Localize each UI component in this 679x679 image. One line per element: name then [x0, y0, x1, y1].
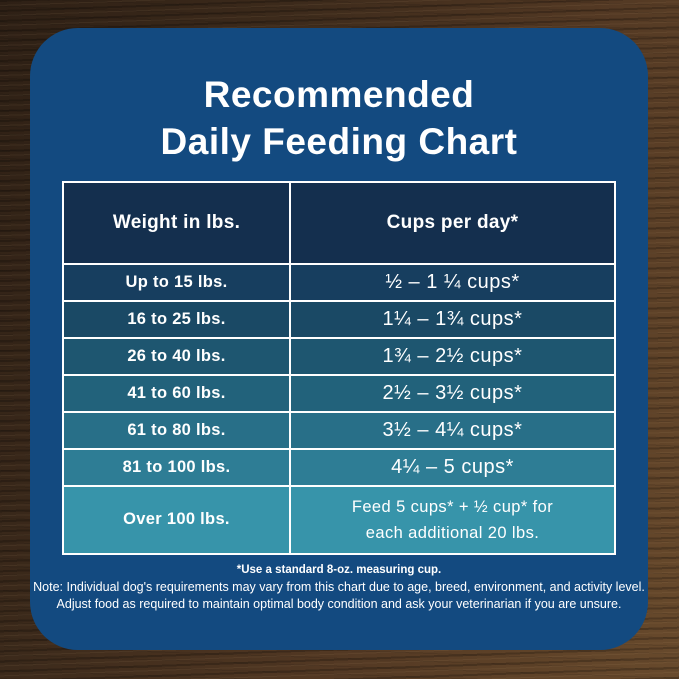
weight-column-header: Weight in lbs. [62, 180, 291, 265]
weight-cell: 81 to 100 lbs. [62, 447, 291, 487]
disclaimer-line2: Adjust food as required to maintain opti… [56, 597, 622, 612]
cups-cell: 2½ – 3½ cups* [289, 373, 616, 413]
header-row: Weight in lbs. Cups per day* [62, 180, 616, 265]
disclaimer-line1: Note: Individual dog's requirements may … [33, 579, 645, 594]
table-row: Over 100 lbs. Feed 5 cups* + ½ cup* for e… [62, 484, 616, 555]
weight-cell: Over 100 lbs. [62, 484, 291, 555]
cups-cell: 4¼ – 5 cups* [289, 447, 616, 487]
cups-cell: ½ – 1 ¼ cups* [289, 262, 616, 302]
table-row: Up to 15 lbs. ½ – 1 ¼ cups* [62, 262, 616, 302]
weight-cell: 26 to 40 lbs. [62, 336, 291, 376]
weight-cell: Up to 15 lbs. [62, 262, 291, 302]
chart-title: Recommended Daily Feeding Chart [30, 72, 648, 166]
weight-cell: 16 to 25 lbs. [62, 299, 291, 339]
table-row: 81 to 100 lbs. 4¼ – 5 cups* [62, 447, 616, 487]
weight-cell: 41 to 60 lbs. [62, 373, 291, 413]
cups-cell: Feed 5 cups* + ½ cup* for each additiona… [289, 484, 616, 555]
table-row: 41 to 60 lbs. 2½ – 3½ cups* [62, 373, 616, 413]
feeding-table-head: Weight in lbs. Cups per day* [62, 180, 616, 265]
feeding-table-body: Up to 15 lbs. ½ – 1 ¼ cups* 16 to 25 lbs. 1… [62, 262, 616, 555]
table-row: 16 to 25 lbs. 1¼ – 1¾ cups* [62, 299, 616, 339]
table-row: 61 to 80 lbs. 3½ – 4¼ cups* [62, 410, 616, 450]
cups-cell: 1¾ – 2½ cups* [289, 336, 616, 376]
cups-cell: 3½ – 4¼ cups* [289, 410, 616, 450]
chart-title-line2: Daily Feeding Chart [160, 120, 518, 162]
measuring-cup-note: *Use a standard 8-oz. measuring cup. [236, 563, 442, 576]
table-row: 26 to 40 lbs. 1¾ – 2½ cups* [62, 336, 616, 376]
cups-cell: 1¼ – 1¾ cups* [289, 299, 616, 339]
feeding-table: Weight in lbs. Cups per day* Up to 15 lb… [62, 180, 616, 555]
footnotes: *Use a standard 8-oz. measuring cup. Not… [30, 564, 648, 614]
chart-title-line1: Recommended [203, 74, 475, 115]
feeding-chart-card: Recommended Daily Feeding Chart Weight i… [30, 28, 648, 650]
cups-column-header: Cups per day* [289, 180, 616, 265]
weight-cell: 61 to 80 lbs. [62, 410, 291, 450]
